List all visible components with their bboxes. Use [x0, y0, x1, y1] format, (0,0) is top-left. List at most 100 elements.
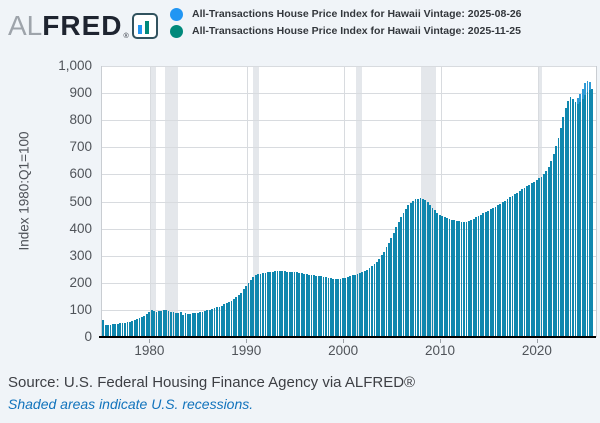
- bar-vintage-nov: [240, 292, 243, 337]
- bar-vintage-nov: [138, 318, 141, 337]
- bar-vintage-nov: [540, 176, 543, 337]
- bar-vintage-nov: [131, 321, 134, 337]
- bar-vintage-nov: [245, 286, 247, 337]
- bar-vintage-nov: [310, 275, 313, 337]
- bar-vintage-nov: [111, 324, 114, 337]
- bar-vintage-nov: [136, 319, 138, 337]
- bar-vintage-nov: [426, 202, 429, 337]
- bar-vintage-nov: [145, 314, 148, 337]
- bar-vintage-nov: [497, 205, 499, 337]
- bar-vintage-nov: [300, 273, 303, 337]
- x-gridline-1990: [247, 66, 249, 337]
- bar-vintage-nov: [451, 219, 453, 337]
- bar-vintage-nov: [174, 312, 177, 337]
- bar-vintage-nov: [109, 324, 112, 337]
- bar-vintage-nov: [216, 307, 218, 337]
- bar-vintage-nov: [562, 116, 565, 337]
- bar-vintage-nov: [189, 313, 192, 337]
- bar-vintage-nov: [518, 190, 521, 337]
- bar-vintage-nov: [366, 269, 369, 337]
- alfred-logo[interactable]: AL FRED ®: [8, 6, 158, 46]
- bar-vintage-nov: [402, 212, 405, 337]
- bar-vintage-nov: [569, 97, 572, 337]
- bar-vintage-nov: [167, 311, 170, 337]
- bar-vintage-nov: [395, 227, 398, 337]
- bar-vintage-nov: [223, 304, 226, 337]
- bar-vintage-nov: [584, 95, 586, 337]
- bar-vintage-nov: [172, 312, 175, 337]
- bar-vintage-nov: [201, 311, 204, 337]
- bar-vintage-nov: [279, 271, 281, 337]
- bar-vintage-nov: [489, 209, 492, 337]
- bar-vintage-nov: [320, 276, 323, 337]
- bar-vintage-nov: [475, 217, 478, 337]
- bar-vintage-nov: [276, 271, 279, 337]
- bar-vintage-nov: [576, 103, 579, 337]
- bar-vintage-nov: [312, 275, 315, 337]
- bar-vintage-nov: [492, 208, 494, 337]
- bar-vintage-nov: [511, 195, 514, 337]
- bar-vintage-nov: [160, 310, 163, 337]
- x-tick-mark-1990: [246, 339, 248, 343]
- bar-vintage-nov: [463, 222, 465, 337]
- bar-vintage-nov: [199, 312, 201, 337]
- bar-vintage-nov: [104, 324, 107, 337]
- bar-vintage-nov: [383, 251, 385, 337]
- bar-vintage-nov: [124, 322, 126, 337]
- bar-vintage-nov: [182, 314, 184, 337]
- bar-vintage-nov: [579, 101, 582, 337]
- bar-vintage-nov: [329, 278, 332, 337]
- bar-vintage-nov: [533, 181, 536, 337]
- legend: All-Transactions House Price Index for H…: [170, 6, 522, 40]
- bar-vintage-nov: [484, 211, 487, 337]
- bar-vintage-nov: [228, 302, 231, 337]
- y-gridline-1000: [102, 66, 596, 67]
- bar-vintage-nov: [499, 203, 502, 337]
- bar-vintage-nov: [467, 221, 470, 337]
- legend-item-vintage-2025-08-26[interactable]: All-Transactions House Price Index for H…: [170, 6, 522, 22]
- bar-vintage-nov: [424, 200, 427, 337]
- bar-vintage-nov: [349, 276, 352, 337]
- plot-area[interactable]: [101, 66, 597, 337]
- bar-vintage-nov: [259, 273, 262, 337]
- bar-vintage-nov: [133, 320, 136, 337]
- bar-vintage-nov: [293, 271, 296, 337]
- y-tick-label-100: 100: [69, 301, 92, 317]
- bar-vintage-nov: [390, 237, 393, 337]
- bar-vintage-nov: [448, 218, 451, 337]
- bar-vintage-nov: [170, 311, 172, 337]
- chart-area: Index 1980:Q1=100 0 100 200 300 400 500 600 700…: [0, 54, 600, 372]
- logo-fred-text: FRED: [42, 10, 123, 41]
- bar-vintage-nov: [371, 266, 373, 337]
- bar-vintage-nov: [446, 218, 448, 337]
- bar-vintage-nov: [218, 306, 221, 337]
- bar-vintage-nov: [288, 271, 291, 337]
- bar-vintage-nov: [325, 277, 327, 337]
- bar-vintage-nov: [194, 312, 197, 337]
- bar-vintage-nov: [114, 324, 117, 337]
- bar-vintage-nov: [116, 323, 119, 337]
- bar-vintage-nov: [354, 274, 356, 337]
- bar-vintage-nov: [526, 186, 528, 337]
- bar-vintage-nov: [482, 213, 485, 337]
- bar-vintage-nov: [237, 295, 240, 337]
- y-gridline-100: [102, 309, 596, 311]
- bar-vintage-nov: [346, 277, 349, 337]
- y-tick-label-600: 600: [69, 166, 92, 182]
- bar-vintage-nov: [334, 279, 337, 337]
- bar-vintage-nov: [317, 276, 320, 337]
- bar-vintage-nov: [148, 312, 151, 337]
- legend-item-vintage-2025-11-25[interactable]: All-Transactions House Price Index for H…: [170, 23, 522, 39]
- bar-vintage-nov: [128, 321, 131, 337]
- bar-vintage-nov: [421, 198, 424, 337]
- bar-vintage-nov: [523, 187, 526, 337]
- recession-note: Shaded areas indicate U.S. recessions.: [8, 396, 254, 412]
- y-gridline-700: [102, 147, 596, 149]
- bar-chart-icon: [131, 13, 158, 39]
- bar-vintage-nov: [581, 98, 584, 337]
- bar-vintage-nov: [429, 204, 431, 337]
- bar-vintage-nov: [547, 166, 550, 337]
- bar-vintage-nov: [477, 215, 480, 337]
- bar-vintage-nov: [513, 194, 516, 337]
- bar-vintage-nov: [552, 153, 555, 337]
